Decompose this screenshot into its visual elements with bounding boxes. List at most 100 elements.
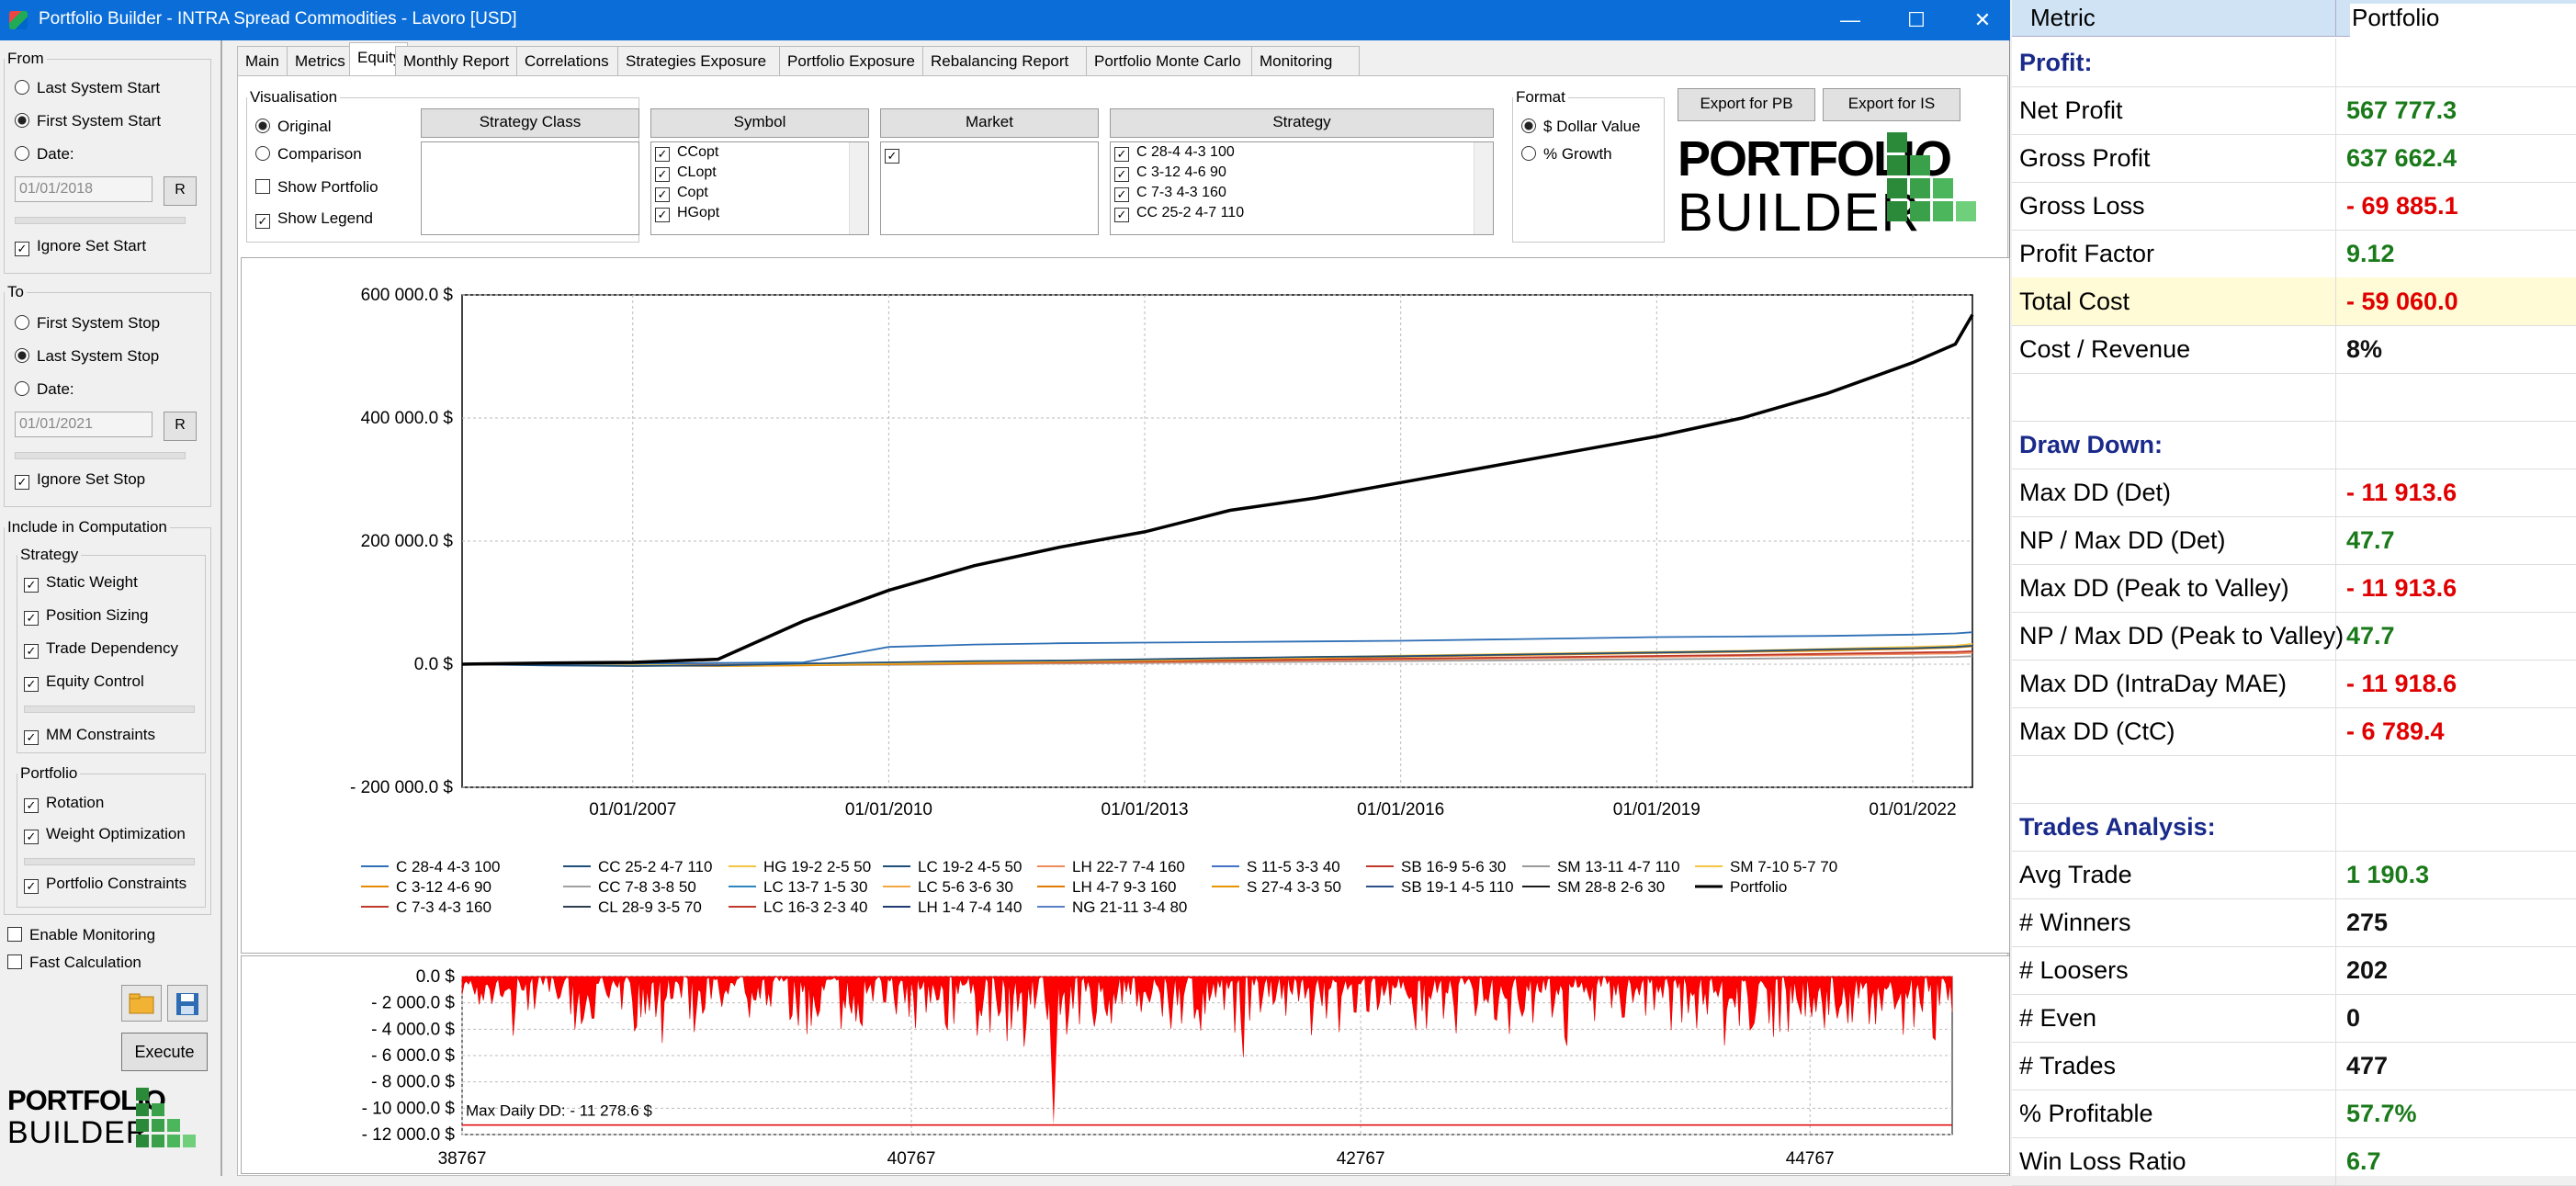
- metric-row[interactable]: Avg Trade 1 190.3: [2012, 851, 2576, 899]
- metric-row[interactable]: Draw Down:: [2012, 421, 2576, 469]
- from-date-radio[interactable]: Date:: [15, 145, 74, 164]
- market-list[interactable]: [880, 141, 1099, 235]
- export-is-button[interactable]: Export for IS: [1823, 88, 1960, 121]
- metric-column-header[interactable]: Metric: [2030, 4, 2096, 31]
- to-date-input[interactable]: 01/01/2021: [15, 412, 153, 437]
- to-last-system-stop-radio[interactable]: Last System Stop: [15, 347, 159, 366]
- tab-rebalancing-report[interactable]: Rebalancing Report: [922, 46, 1099, 76]
- symbol-item[interactable]: CCopt: [655, 144, 719, 162]
- metric-row[interactable]: Profit:: [2012, 39, 2576, 87]
- rotation-checkbox[interactable]: Rotation: [24, 794, 104, 813]
- execute-button[interactable]: Execute: [121, 1033, 208, 1071]
- metric-row[interactable]: Max DD (CtC) - 6 789.4: [2012, 707, 2576, 756]
- metric-row[interactable]: NP / Max DD (Det) 47.7: [2012, 516, 2576, 565]
- to-slider[interactable]: [15, 452, 186, 459]
- close-button[interactable]: ✕: [1973, 8, 1992, 31]
- symbol-list[interactable]: CCopt CLopt Copt HGopt: [650, 141, 869, 235]
- enable-monitoring-checkbox[interactable]: Enable Monitoring: [7, 926, 155, 944]
- dollar-value-radio[interactable]: $ Dollar Value: [1521, 118, 1641, 136]
- ignore-set-stop-checkbox[interactable]: Ignore Set Stop: [15, 470, 145, 490]
- tab-portfolio-monte-carlo[interactable]: Portfolio Monte Carlo: [1086, 46, 1264, 76]
- drawdown-chart[interactable]: 0.0 $ - 2 000.0 $ - 4 000.0 $ - 6 000.0 $ - …: [242, 956, 2007, 1171]
- symbol-item[interactable]: Copt: [655, 185, 719, 202]
- strategy-class-list[interactable]: [421, 141, 639, 235]
- portfolio-column-header[interactable]: Portfolio: [2350, 4, 2576, 37]
- strategy-item[interactable]: C 28-4 4-3 100: [1114, 144, 1244, 162]
- from-reset-button[interactable]: R: [164, 176, 197, 206]
- percent-growth-radio[interactable]: % Growth: [1521, 145, 1612, 164]
- maximize-button[interactable]: ☐: [1907, 8, 1926, 31]
- to-reset-button[interactable]: R: [164, 412, 197, 441]
- show-portfolio-checkbox[interactable]: Show Portfolio: [255, 178, 378, 197]
- open-folder-button[interactable]: [121, 985, 162, 1022]
- metric-row[interactable]: # Trades 477: [2012, 1042, 2576, 1090]
- from-first-system-start-radio[interactable]: First System Start: [15, 112, 161, 130]
- strategy-item[interactable]: C 7-3 4-3 160: [1114, 185, 1244, 202]
- metric-row[interactable]: # Loosers 202: [2012, 946, 2576, 995]
- strategy-item[interactable]: C 3-12 4-6 90: [1114, 164, 1244, 182]
- original-radio[interactable]: Original: [255, 118, 332, 136]
- metric-row[interactable]: # Winners 275: [2012, 898, 2576, 947]
- to-date-radio[interactable]: Date:: [15, 380, 74, 399]
- metric-row[interactable]: % Profitable 57.7%: [2012, 1090, 2576, 1138]
- metric-value: 6.7: [2346, 1147, 2381, 1175]
- strategy-button[interactable]: Strategy: [1110, 108, 1494, 138]
- strategy-item[interactable]: CC 25-2 4-7 110: [1114, 205, 1244, 222]
- metric-row[interactable]: Net Profit 567 777.3: [2012, 86, 2576, 135]
- symbol-item[interactable]: CLopt: [655, 164, 719, 182]
- from-slider[interactable]: [15, 217, 186, 224]
- export-pb-button[interactable]: Export for PB: [1678, 88, 1815, 121]
- metric-row[interactable]: Gross Loss - 69 885.1: [2012, 182, 2576, 231]
- tab-correlations[interactable]: Correlations: [516, 46, 630, 76]
- market-item-checkbox[interactable]: [885, 144, 907, 164]
- equity-control-checkbox[interactable]: Equity Control: [24, 672, 144, 692]
- metric-row[interactable]: Win Loss Ratio 6.7: [2012, 1137, 2576, 1186]
- metric-row[interactable]: Max DD (IntraDay MAE) - 11 918.6: [2012, 660, 2576, 708]
- comparison-radio[interactable]: Comparison: [255, 145, 362, 164]
- from-last-system-start-radio[interactable]: Last System Start: [15, 79, 160, 97]
- metric-row[interactable]: Total Cost - 59 060.0: [2012, 277, 2576, 326]
- mm-constraints-checkbox[interactable]: MM Constraints: [24, 726, 155, 745]
- strategy-class-button[interactable]: Strategy Class: [421, 108, 639, 138]
- show-legend-checkbox[interactable]: Show Legend: [255, 209, 373, 229]
- metric-row[interactable]: Max DD (Det) - 11 913.6: [2012, 469, 2576, 517]
- strategy-scrollbar[interactable]: [1474, 142, 1493, 234]
- metric-row[interactable]: Gross Profit 637 662.4: [2012, 134, 2576, 183]
- position-sizing-checkbox[interactable]: Position Sizing: [24, 606, 149, 626]
- include-group: Include in Computation: [4, 518, 211, 915]
- metric-value: - 59 060.0: [2346, 288, 2458, 315]
- ignore-set-start-checkbox[interactable]: Ignore Set Start: [15, 237, 146, 256]
- static-weight-checkbox[interactable]: Static Weight: [24, 573, 138, 593]
- save-button[interactable]: [167, 985, 208, 1022]
- strategy-slider[interactable]: [24, 706, 195, 713]
- strategy-list[interactable]: C 28-4 4-3 100 C 3-12 4-6 90 C 7-3 4-3 160…: [1110, 141, 1494, 235]
- metric-row[interactable]: Profit Factor 9.12: [2012, 230, 2576, 278]
- weight-optimization-checkbox[interactable]: Weight Optimization: [24, 825, 186, 844]
- from-date-input[interactable]: 01/01/2018: [15, 176, 153, 202]
- portfolio-slider[interactable]: [24, 858, 195, 865]
- minimize-button[interactable]: —: [1840, 8, 1860, 31]
- tab-strategies-exposure[interactable]: Strategies Exposure: [617, 46, 792, 76]
- tab-portfolio-exposure[interactable]: Portfolio Exposure: [779, 46, 935, 76]
- metric-row[interactable]: Max DD (Peak to Valley) - 11 913.6: [2012, 564, 2576, 613]
- market-button[interactable]: Market: [880, 108, 1099, 138]
- metric-divider: [2335, 1042, 2336, 1090]
- equity-chart[interactable]: 600 000.0 $ 400 000.0 $ 200 000.0 $ 0.0 $ - …: [242, 258, 2007, 951]
- metric-row[interactable]: Cost / Revenue 8%: [2012, 325, 2576, 374]
- trade-dependency-checkbox[interactable]: Trade Dependency: [24, 639, 178, 659]
- metric-row[interactable]: # Even 0: [2012, 994, 2576, 1043]
- fast-calculation-checkbox[interactable]: Fast Calculation: [7, 954, 141, 972]
- metric-row[interactable]: NP / Max DD (Peak to Valley) 47.7: [2012, 612, 2576, 661]
- symbol-item[interactable]: HGopt: [655, 205, 719, 222]
- metric-row[interactable]: [2012, 373, 2576, 422]
- to-first-system-stop-radio[interactable]: First System Stop: [15, 314, 160, 333]
- splitter[interactable]: [220, 40, 222, 1176]
- tab-monthly-report[interactable]: Monthly Report: [395, 46, 529, 76]
- metric-row[interactable]: [2012, 755, 2576, 804]
- metric-name: Max DD (IntraDay MAE): [2019, 670, 2288, 697]
- symbol-scrollbar[interactable]: [849, 142, 868, 234]
- symbol-button[interactable]: Symbol: [650, 108, 869, 138]
- tab-monitoring[interactable]: Monitoring: [1251, 46, 1360, 76]
- metric-row[interactable]: Trades Analysis:: [2012, 803, 2576, 852]
- portfolio-constraints-checkbox[interactable]: Portfolio Constraints: [24, 875, 186, 894]
